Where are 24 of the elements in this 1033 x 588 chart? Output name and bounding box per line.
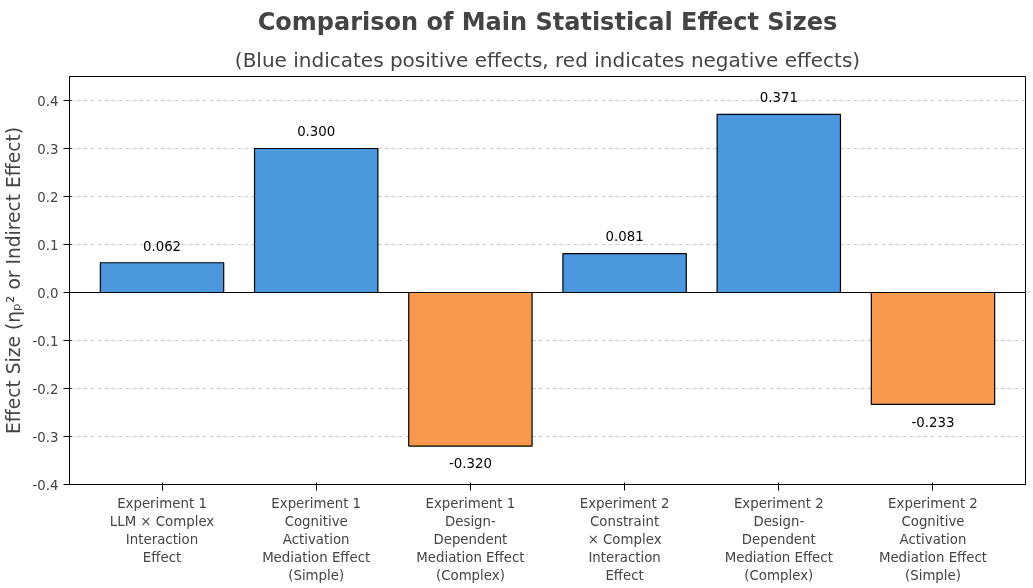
x-tick-label: Experiment 2 Constraint × Complex Interaction Effect: [579, 495, 670, 583]
x-tick-label: Experiment 2 Cognitive Activation Mediation Effect (Simple): [878, 495, 988, 583]
y-axis-title: Effect Size (ηₚ² or Indirect Effect): [3, 127, 25, 434]
data-label: -0.233: [911, 414, 955, 430]
y-tick-label: -0.1: [32, 333, 59, 349]
y-tick-label: 0.3: [37, 141, 59, 157]
chart-title: Comparison of Main Statistical Effect Sizes: [257, 7, 838, 36]
chart-subtitle: (Blue indicates positive effects, red indicates negative effects): [234, 47, 861, 72]
y-tick-label: 0.0: [37, 285, 59, 301]
y-tick-label: 0.4: [37, 93, 59, 109]
data-label: 0.062: [142, 238, 182, 254]
x-tick-label: Experiment 1 Cognitive Activation Mediation Effect (Simple): [262, 495, 371, 583]
y-tick-label: 0.2: [37, 189, 59, 205]
data-label: 0.300: [297, 124, 336, 140]
data-label: 0.081: [605, 229, 644, 245]
y-tick-label: -0.3: [32, 429, 59, 445]
x-tick-label: Experiment 1 LLM × Complex Interaction Effect: [109, 495, 215, 565]
y-tick-label: -0.4: [32, 477, 59, 493]
data-label: -0.320: [448, 456, 492, 472]
x-tick-label: Experiment 1 Design- Dependent Mediation Effect (Complex): [416, 495, 525, 583]
y-tick-label: 0.1: [37, 237, 59, 253]
y-tick-label: -0.2: [32, 381, 59, 397]
data-label: 0.371: [759, 90, 798, 106]
x-tick-label: Experiment 2 Design- Dependent Mediation Effect (Complex): [724, 495, 833, 583]
